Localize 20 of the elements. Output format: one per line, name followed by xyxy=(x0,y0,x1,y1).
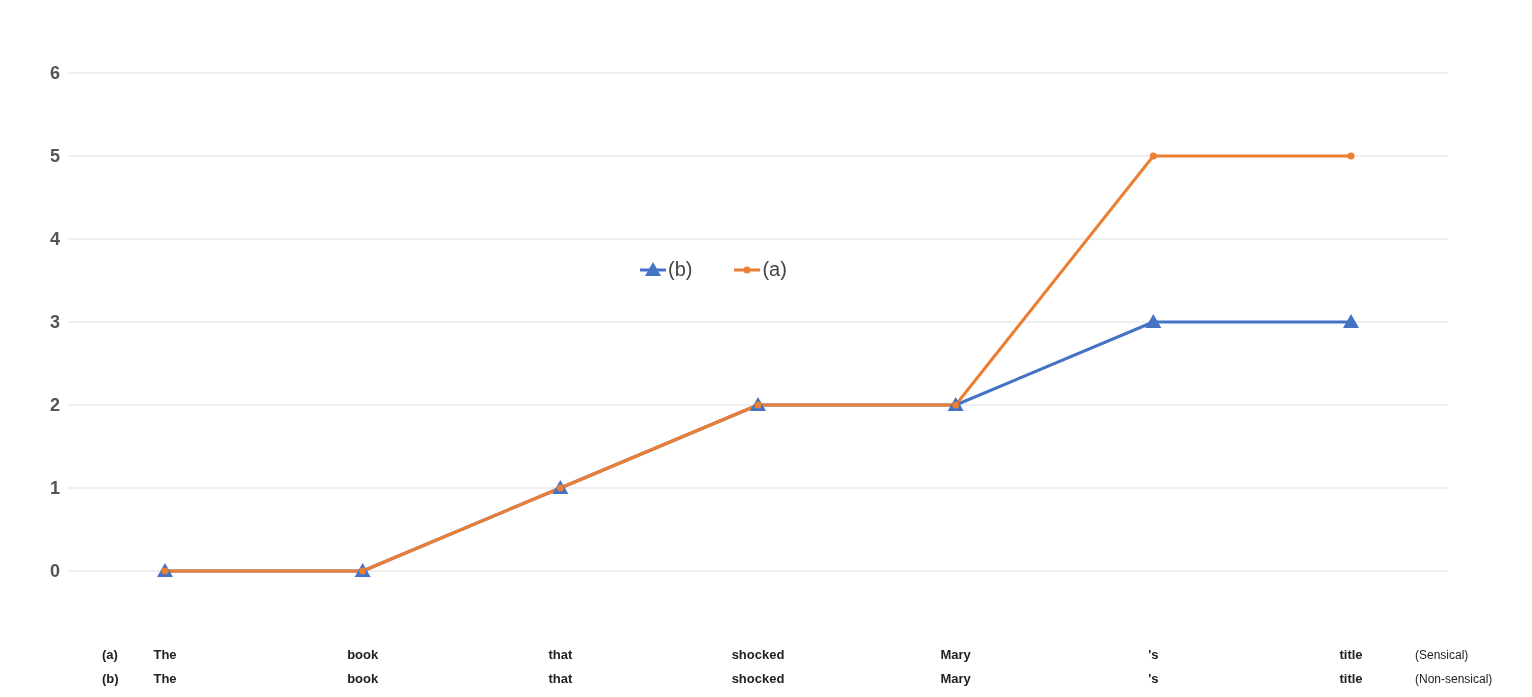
y-tick-label: 0 xyxy=(49,561,60,582)
text: (Non-sensical) xyxy=(1415,672,1493,686)
x-tick-label: The The xyxy=(153,647,177,686)
x-tick-label: Mary Mary xyxy=(940,647,972,686)
y-tick-label: 1 xyxy=(49,478,60,499)
text: (a) xyxy=(102,647,118,662)
y-tick-label: 6 xyxy=(49,63,60,84)
text: (b) xyxy=(102,671,119,686)
x-tick-label: that that xyxy=(548,647,573,686)
legend-label: (a) xyxy=(762,258,787,281)
y-tick-label: 2 xyxy=(49,395,60,416)
x-tick-label: 's 's xyxy=(1148,647,1159,686)
y-tick-label: 5 xyxy=(49,146,60,167)
legend-label: (b) xyxy=(668,258,693,281)
y-tick-label: 4 xyxy=(49,229,60,250)
x-tick-label: shocked shocked xyxy=(731,647,785,686)
x-tick-label: book book xyxy=(347,647,379,686)
y-tick-label: 3 xyxy=(49,312,60,333)
text: (Sensical) xyxy=(1415,648,1469,662)
x-tick-label: title title xyxy=(1339,647,1363,686)
